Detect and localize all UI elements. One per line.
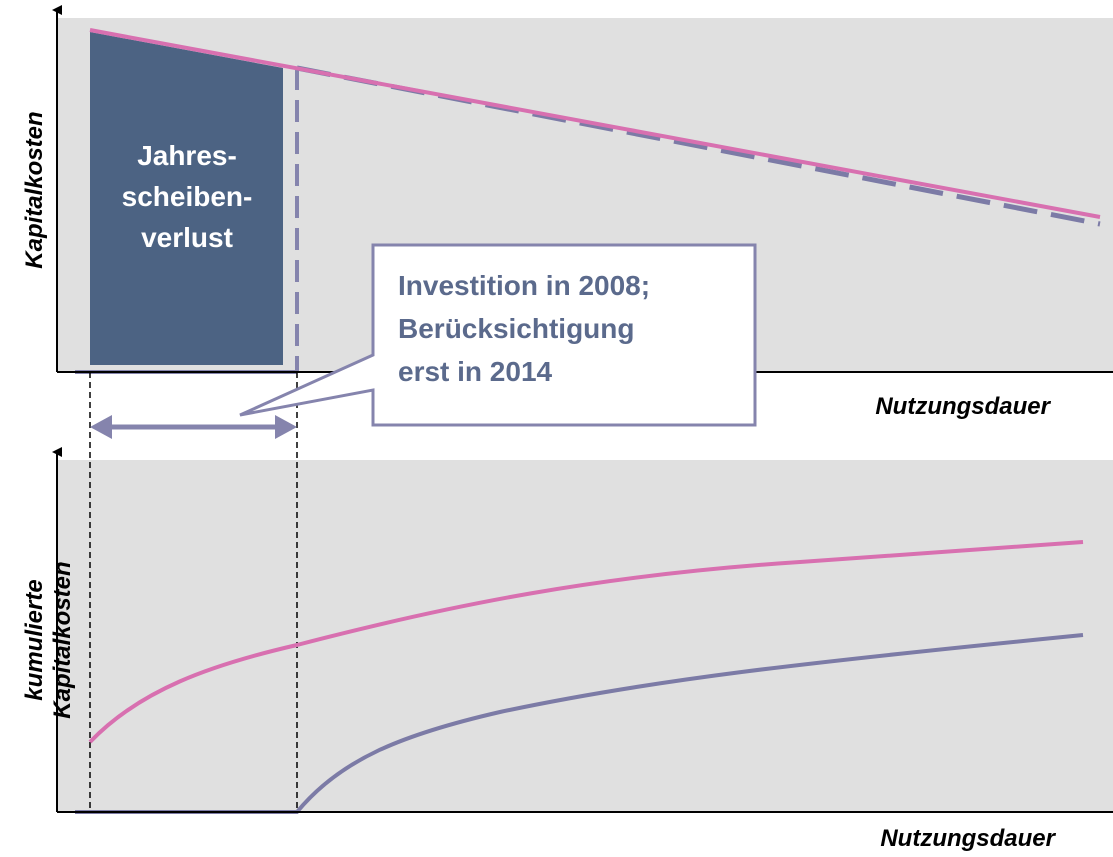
y-axis-label: kumulierte [21, 579, 48, 700]
box-label: verlust [141, 222, 233, 253]
callout-text: Berücksichtigung [398, 313, 634, 344]
bottom-panel [57, 460, 1113, 812]
callout-text: Investition in 2008; [398, 270, 650, 301]
arrow-head [275, 415, 297, 439]
cumulative-shifted-line [75, 633, 1084, 814]
callout [239, 243, 757, 427]
x-axis-label: Nutzungsdauer [880, 825, 1056, 852]
x-axis-label: Nutzungsdauer [875, 393, 1051, 420]
cost-line [89, 28, 1101, 219]
cumulative-line [88, 540, 1084, 744]
loss-box [90, 32, 283, 365]
shifted-line [296, 65, 1101, 227]
y-axis-label: Kapitalkosten [49, 561, 76, 718]
arrow-head [90, 415, 112, 439]
box-label: scheiben- [122, 181, 253, 212]
box-label: Jahres- [137, 140, 237, 171]
callout-text: erst in 2014 [398, 356, 553, 387]
y-axis-label: Kapitalkosten [21, 111, 48, 268]
